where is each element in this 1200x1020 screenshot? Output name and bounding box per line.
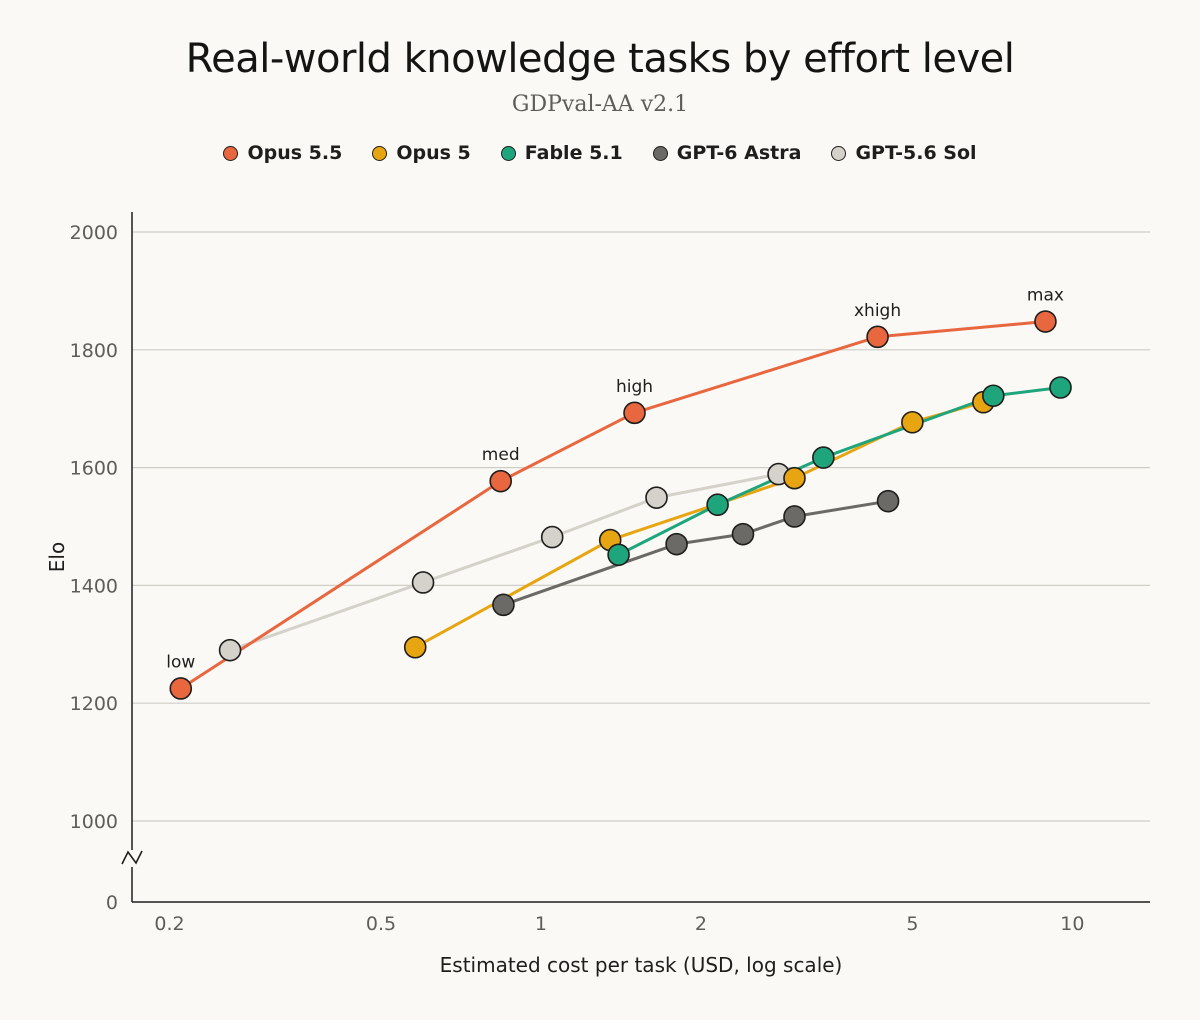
x-tick-label-0.2: 0.2 — [154, 913, 184, 935]
data-point-gpt-6-astra-2 — [665, 532, 688, 556]
point-label-high: high — [616, 377, 653, 397]
legend-label-gpt-5-6-sol: GPT-5.6 Sol — [855, 142, 977, 164]
x-tick-label-2: 2 — [695, 913, 707, 935]
data-point-opus-5-3 — [783, 466, 806, 490]
data-point-gpt-5-6-sol-1 — [218, 638, 242, 662]
y-tick-label-2000: 2000 — [70, 222, 118, 244]
legend-label-fable-5-1: Fable 5.1 — [524, 142, 623, 164]
legend-label-gpt-6-astra: GPT-6 Astra — [676, 142, 802, 164]
legend-swatch-opus-5 — [372, 145, 388, 161]
data-point-opus-5-1 — [403, 635, 427, 659]
data-point-opus-5-5-3 — [623, 401, 646, 425]
grid-lines — [132, 231, 1150, 822]
chart-axes — [121, 212, 1150, 903]
legend-item-opus-5: Opus 5 — [372, 142, 471, 164]
y-axis-ticks: 0 1000 1200 1400 1600 1800 2000 — [70, 222, 118, 914]
y-axis-label: Elo — [45, 542, 69, 572]
series-line-fable-5-1 — [617, 386, 1061, 557]
data-point-gpt-5-6-sol-4 — [645, 486, 668, 509]
legend-swatch-gpt-6-astra — [652, 145, 668, 161]
data-point-gpt-6-astra-3 — [731, 522, 755, 546]
data-point-fable-5-1-2 — [706, 493, 729, 517]
y-axis-break-mark — [121, 850, 143, 865]
legend-item-fable-5-1: Fable 5.1 — [500, 142, 623, 164]
x-axis-ticks: 0.2 0.5 1 2 5 10 — [154, 913, 1084, 935]
data-point-opus-5-5-5 — [1034, 310, 1057, 333]
legend-swatch-opus-5-5 — [223, 145, 239, 161]
y-tick-label-1600: 1600 — [70, 458, 118, 480]
legend-item-gpt-5-6-sol: GPT-5.6 Sol — [831, 142, 977, 164]
y-tick-label-1400: 1400 — [70, 575, 118, 597]
x-tick-label-0.5: 0.5 — [366, 913, 396, 935]
point-label-med: med — [482, 445, 520, 465]
x-axis-label: Estimated cost per task (USD, log scale) — [440, 953, 843, 977]
data-point-gpt-6-astra-1 — [492, 593, 515, 617]
data-point-gpt-6-astra-5 — [876, 489, 900, 513]
legend-item-gpt-6-astra: GPT-6 Astra — [652, 142, 802, 164]
data-point-opus-5-5-1 — [169, 677, 193, 700]
legend-item-opus-5-5: Opus 5.5 — [223, 142, 342, 164]
data-point-opus-5-5-4 — [866, 325, 889, 349]
data-point-fable-5-1-1 — [607, 543, 630, 567]
data-point-fable-5-1-4 — [982, 384, 1005, 408]
x-tick-label-10: 10 — [1060, 913, 1084, 935]
legend-label-opus-5-5: Opus 5.5 — [247, 142, 343, 164]
series-line-gpt-5-6-sol — [229, 472, 779, 652]
point-annotations: low med high xhigh max — [166, 286, 1064, 673]
point-label-low: low — [166, 652, 195, 672]
legend-label-opus-5: Opus 5 — [396, 142, 471, 164]
x-tick-label-1: 1 — [535, 913, 547, 935]
chart-title: Real-world knowledge tasks by effort lev… — [185, 36, 1015, 82]
legend-swatch-gpt-5-6-sol — [831, 145, 847, 161]
series-line-opus-5-5 — [179, 320, 1046, 690]
data-point-gpt-5-6-sol-3 — [540, 525, 564, 549]
data-point-gpt-6-astra-4 — [783, 505, 806, 528]
y-tick-label-1000: 1000 — [70, 811, 118, 833]
data-point-gpt-5-6-sol-2 — [411, 571, 435, 594]
data-point-opus-5-5-2 — [489, 469, 513, 493]
point-label-max: max — [1027, 286, 1064, 306]
y-tick-label-0: 0 — [106, 892, 118, 914]
series-points — [169, 310, 1072, 700]
legend-swatch-fable-5-1 — [500, 145, 516, 161]
y-tick-label-1800: 1800 — [70, 340, 118, 362]
data-point-fable-5-1-5 — [1049, 376, 1072, 399]
point-label-xhigh: xhigh — [854, 301, 901, 321]
y-tick-label-1200: 1200 — [70, 693, 118, 715]
x-tick-label-5: 5 — [906, 913, 918, 935]
data-point-fable-5-1-3 — [812, 446, 835, 469]
chart-subtitle: GDPval-AA v2.1 — [511, 92, 689, 117]
chart-legend: Opus 5.5 Opus 5 Fable 5.1 GPT-6 Astra GPT-5.… — [0, 142, 1200, 164]
data-point-opus-5-4 — [901, 410, 924, 434]
